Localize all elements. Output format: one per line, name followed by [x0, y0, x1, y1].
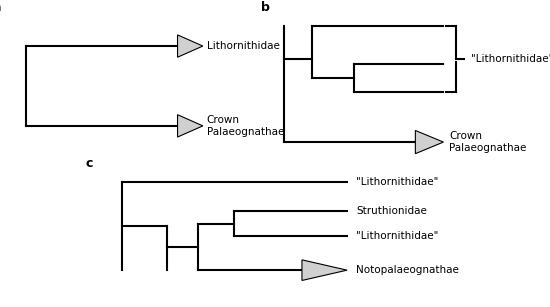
Text: "Lithornithidae": "Lithornithidae": [356, 231, 438, 241]
Text: c: c: [85, 157, 93, 170]
Text: Notopalaeognathae: Notopalaeognathae: [356, 265, 459, 275]
Text: Crown
Palaeognathae: Crown Palaeognathae: [449, 131, 526, 153]
Text: "Lithornithidae": "Lithornithidae": [356, 177, 438, 187]
Text: Struthionidae: Struthionidae: [356, 206, 427, 216]
Polygon shape: [302, 260, 347, 281]
Polygon shape: [178, 35, 203, 57]
Polygon shape: [415, 130, 443, 154]
Text: a: a: [0, 1, 1, 14]
Text: "Lithornithidae": "Lithornithidae": [471, 54, 550, 64]
Polygon shape: [178, 115, 203, 137]
Text: Crown
Palaeognathae: Crown Palaeognathae: [207, 115, 284, 137]
Text: Lithornithidae: Lithornithidae: [207, 41, 279, 51]
Text: b: b: [261, 1, 270, 14]
